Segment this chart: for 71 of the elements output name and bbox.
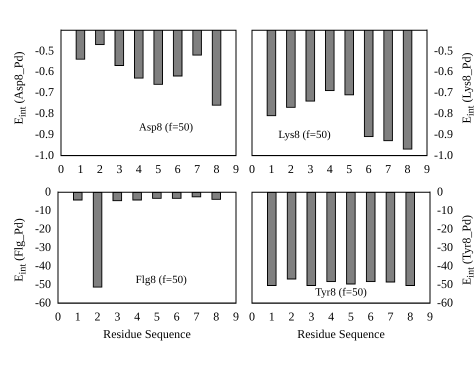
x-tick-label: 6 (174, 310, 180, 324)
x-tick-label: 6 (174, 162, 181, 176)
y-tick-label: -0.8 (434, 106, 454, 120)
x-tick-label: 5 (348, 310, 354, 324)
y-tick-label: -0.8 (34, 106, 54, 120)
x-tick-label: 4 (136, 162, 142, 176)
x-tick-label: 2 (288, 310, 295, 324)
y-tick-label: -50 (437, 276, 454, 291)
x-tick-label: 3 (114, 310, 120, 324)
y-tick-label: -0.9 (34, 126, 54, 141)
y-tick-label: -20 (437, 221, 454, 236)
x-tick-label: 1 (77, 162, 84, 176)
x-tick-label: 7 (194, 162, 200, 176)
x-tick-label: 3 (308, 310, 314, 324)
y-tick-label: -40 (437, 258, 454, 272)
y-tick-label: -0.6 (34, 64, 54, 78)
annotation: Asp8 (f=50) (138, 122, 194, 134)
x-tick-label: 6 (368, 310, 374, 324)
y-tick-label: -40 (34, 258, 51, 272)
y-tick-label: -0.6 (434, 64, 454, 78)
annotation: Flg8 (f=50) (136, 274, 188, 286)
x-tick-label: 9 (424, 162, 430, 176)
x-tick-label: 7 (385, 162, 392, 176)
x-tick-label: 5 (346, 162, 352, 176)
y-tick-label: -10 (437, 202, 454, 217)
annotation: Lys8 (f=50) (278, 129, 331, 142)
x-axis-title: Residue Sequence (297, 326, 385, 341)
x-tick-label: 5 (155, 162, 162, 176)
x-tick-label: 5 (154, 310, 160, 324)
x-tick-label: 6 (366, 162, 372, 176)
x-tick-label: 9 (427, 310, 434, 324)
x-axis-title: Residue Sequence (103, 326, 191, 341)
annotation: Tyr8 (f=50) (315, 286, 368, 298)
y-tick-label: -30 (437, 240, 454, 254)
y-tick-label: -0.9 (434, 126, 454, 141)
x-tick-label: 1 (74, 310, 81, 324)
x-tick-label: 8 (213, 310, 220, 324)
x-tick-label: 4 (134, 310, 140, 324)
y-tick-label: -60 (437, 295, 454, 310)
y-tick-label: -30 (34, 240, 51, 254)
x-tick-label: 4 (328, 310, 334, 324)
y-tick-label: -50 (34, 276, 51, 291)
x-tick-label: 7 (193, 310, 200, 324)
y-tick-label: 0 (44, 184, 51, 198)
x-tick-label: 9 (233, 162, 239, 176)
x-tick-label: 2 (94, 310, 101, 324)
y-tick-label: -60 (34, 295, 51, 310)
y-tick-label: -10 (34, 202, 51, 217)
y-tick-label: -0.5 (434, 43, 454, 58)
x-tick-label: 8 (404, 162, 411, 176)
y-tick-label: -0.7 (34, 85, 54, 100)
x-tick-label: 8 (214, 162, 220, 176)
x-tick-label: 2 (96, 162, 103, 176)
x-tick-label: 0 (58, 162, 64, 176)
y-tick-label: -1.0 (434, 148, 454, 162)
y-tick-label: -1.0 (34, 148, 54, 162)
x-tick-label: 0 (249, 162, 255, 176)
x-tick-label: 3 (116, 162, 122, 176)
x-tick-label: 3 (307, 162, 314, 176)
x-tick-label: 2 (288, 162, 294, 176)
x-tick-label: 4 (326, 162, 333, 176)
y-tick-label: -0.7 (434, 85, 454, 100)
x-tick-label: 1 (268, 162, 274, 176)
y-tick-label: -0.5 (34, 43, 54, 58)
x-tick-label: 0 (249, 310, 255, 324)
x-tick-label: 9 (233, 310, 239, 324)
x-tick-label: 1 (268, 310, 275, 324)
y-tick-label: 0 (437, 184, 444, 198)
x-tick-label: 8 (407, 310, 414, 324)
y-tick-label: -20 (34, 221, 51, 236)
x-tick-label: 7 (387, 310, 394, 324)
